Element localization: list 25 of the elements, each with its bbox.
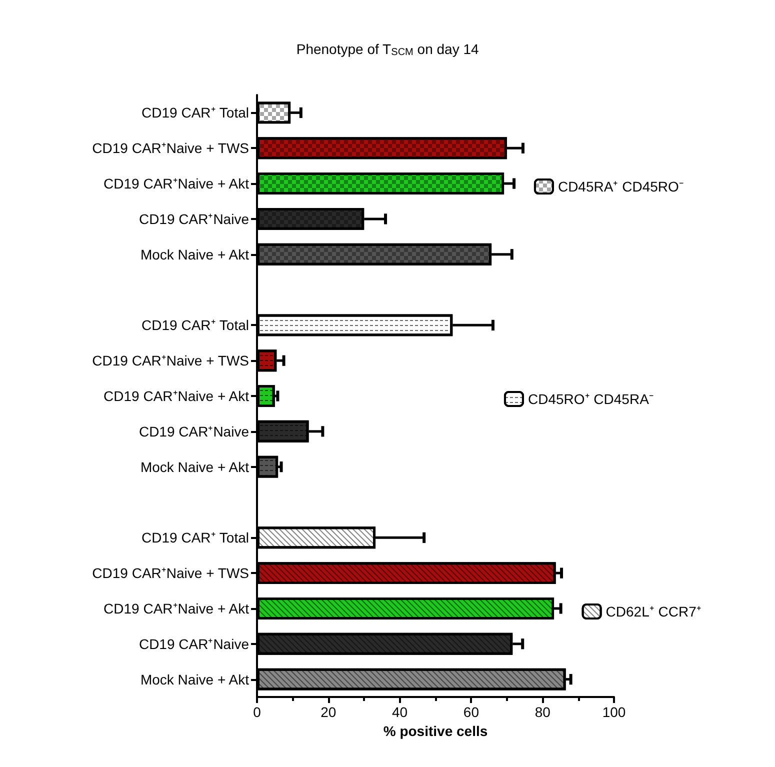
y-tick-label: CD19 CAR⁺Naive + TWS: [92, 565, 249, 582]
y-tick-label: CD19 CAR⁺Naive + TWS: [92, 140, 249, 156]
y-tick-label: CD19 CAR⁺Naive + TWS: [92, 352, 249, 369]
y-tick-label: CD19 CAR⁺Naive + Akt: [104, 388, 250, 404]
y-tick-label: CD19 CAR⁺Naive: [138, 423, 250, 440]
y-tick-label: CD19 CAR⁺Naive: [138, 210, 250, 227]
legend-label: CD45RO⁺ CD45RA⁻: [528, 391, 654, 407]
legend-label: CD62L⁺ CCR7⁺: [606, 603, 702, 620]
y-tick-label: Mock Naive + Akt: [140, 246, 250, 262]
y-tick-label: CD19 CAR⁺Naive + Akt: [104, 176, 250, 192]
y-tick-label: CD19 CAR⁺ Total: [142, 530, 249, 546]
x-tick-label: 40: [392, 704, 408, 720]
x-tick-label: 0: [253, 704, 262, 720]
x-axis-title: % positive cells: [383, 722, 488, 739]
y-tick-label: CD19 CAR⁺Naive + Akt: [104, 600, 250, 616]
x-tick-label: 80: [534, 704, 551, 720]
legend-label: CD45RA⁺ CD45RO⁻: [558, 178, 684, 195]
y-tick-label: CD19 CAR⁺ Total: [142, 104, 249, 121]
y-tick-label: Mock Naive + Akt: [140, 458, 250, 475]
y-tick-label: CD19 CAR⁺Naive: [138, 636, 250, 652]
x-tick-label: 20: [320, 704, 336, 720]
y-tick-label: Mock Naive + Akt: [140, 671, 250, 688]
x-tick-label: 100: [602, 704, 626, 720]
y-tick-label: CD19 CAR⁺ Total: [142, 317, 249, 334]
x-tick-label: 60: [463, 704, 480, 720]
